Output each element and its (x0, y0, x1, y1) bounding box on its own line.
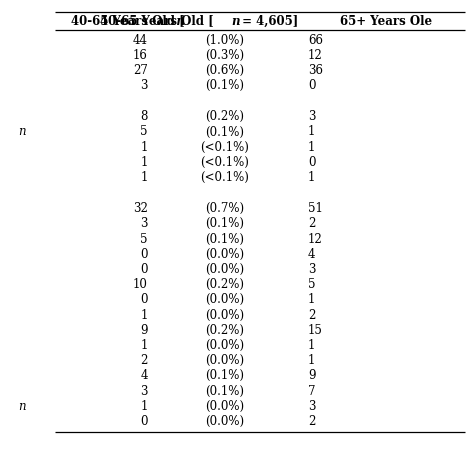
Text: 0: 0 (140, 415, 148, 428)
Text: 3: 3 (140, 79, 148, 92)
Text: (0.0%): (0.0%) (205, 248, 245, 261)
Text: 1: 1 (308, 293, 315, 306)
Text: 0: 0 (308, 79, 316, 92)
Text: 36: 36 (308, 64, 323, 77)
Text: (1.0%): (1.0%) (206, 34, 245, 46)
Text: 1: 1 (141, 339, 148, 352)
Text: (0.0%): (0.0%) (205, 400, 245, 413)
Text: (0.1%): (0.1%) (206, 369, 245, 383)
Text: 1: 1 (141, 156, 148, 169)
Text: 7: 7 (308, 384, 316, 398)
Text: 40-65 Years Old [: 40-65 Years Old [ (100, 15, 214, 27)
Text: 1: 1 (308, 354, 315, 367)
Text: (0.0%): (0.0%) (205, 415, 245, 428)
Text: (0.1%): (0.1%) (206, 233, 245, 246)
Text: (<0.1%): (<0.1%) (201, 171, 249, 184)
Text: 1: 1 (308, 141, 315, 154)
Text: 15: 15 (308, 324, 323, 337)
Text: (0.0%): (0.0%) (205, 354, 245, 367)
Text: 2: 2 (308, 415, 315, 428)
Text: 2: 2 (141, 354, 148, 367)
Text: 4: 4 (140, 369, 148, 383)
Text: 1: 1 (141, 171, 148, 184)
Text: (0.2%): (0.2%) (206, 110, 245, 123)
Text: 1: 1 (308, 339, 315, 352)
Text: (0.0%): (0.0%) (205, 263, 245, 276)
Text: (0.2%): (0.2%) (206, 278, 245, 291)
Text: (0.0%): (0.0%) (205, 309, 245, 322)
Text: 5: 5 (308, 278, 316, 291)
Text: 51: 51 (308, 202, 323, 215)
Text: 66: 66 (308, 34, 323, 46)
Text: 4: 4 (308, 248, 316, 261)
Text: 0: 0 (140, 248, 148, 261)
Text: 40-65 Years Old [: 40-65 Years Old [ (72, 15, 185, 27)
Text: 27: 27 (133, 64, 148, 77)
Text: 1: 1 (141, 400, 148, 413)
Text: n: n (18, 126, 26, 138)
Text: 5: 5 (140, 233, 148, 246)
Text: (0.0%): (0.0%) (205, 339, 245, 352)
Text: 44: 44 (133, 34, 148, 46)
Text: 3: 3 (308, 400, 316, 413)
Text: 1: 1 (141, 309, 148, 322)
Text: 12: 12 (308, 49, 323, 62)
Text: (0.1%): (0.1%) (206, 79, 245, 92)
Text: (0.0%): (0.0%) (205, 293, 245, 306)
Text: 65+ Years Ole: 65+ Years Ole (340, 15, 432, 27)
Text: 12: 12 (308, 233, 323, 246)
Text: 8: 8 (141, 110, 148, 123)
Text: = 4,605]: = 4,605] (238, 15, 298, 27)
Text: n: n (231, 15, 239, 27)
Text: (0.1%): (0.1%) (206, 126, 245, 138)
Text: 10: 10 (133, 278, 148, 291)
Text: 0: 0 (308, 156, 316, 169)
Text: (0.1%): (0.1%) (206, 384, 245, 398)
Text: 9: 9 (308, 369, 316, 383)
Text: (0.6%): (0.6%) (205, 64, 245, 77)
Text: n: n (18, 400, 26, 413)
Text: 5: 5 (140, 126, 148, 138)
Text: (0.1%): (0.1%) (206, 218, 245, 230)
Text: 3: 3 (140, 384, 148, 398)
Text: (0.2%): (0.2%) (206, 324, 245, 337)
Text: (0.7%): (0.7%) (205, 202, 245, 215)
Text: (<0.1%): (<0.1%) (201, 156, 249, 169)
Text: 1: 1 (308, 126, 315, 138)
Text: 3: 3 (308, 110, 316, 123)
Text: 1: 1 (141, 141, 148, 154)
Text: 3: 3 (140, 218, 148, 230)
Text: 1: 1 (308, 171, 315, 184)
Text: 0: 0 (140, 263, 148, 276)
Text: (0.3%): (0.3%) (205, 49, 245, 62)
Text: 3: 3 (308, 263, 316, 276)
Text: 9: 9 (140, 324, 148, 337)
Text: 32: 32 (133, 202, 148, 215)
Text: 2: 2 (308, 309, 315, 322)
Text: n: n (136, 15, 185, 27)
Text: 2: 2 (308, 218, 315, 230)
Text: 0: 0 (140, 293, 148, 306)
Text: (<0.1%): (<0.1%) (201, 141, 249, 154)
Text: 16: 16 (133, 49, 148, 62)
